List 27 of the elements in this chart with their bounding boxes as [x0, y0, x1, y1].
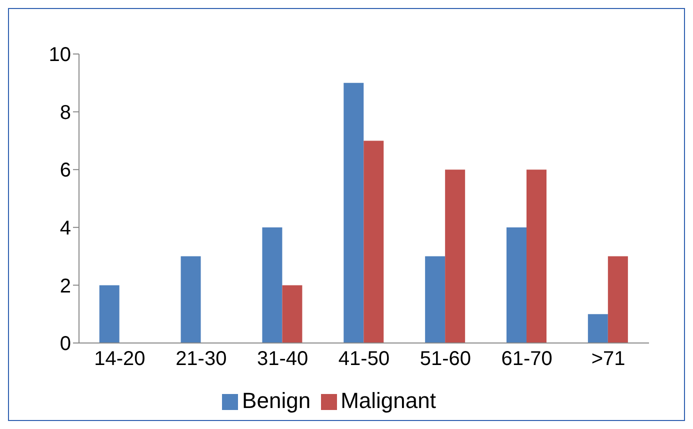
bar: [262, 227, 282, 343]
y-tick-label: 0: [60, 333, 71, 356]
bar: [344, 82, 364, 343]
bar: [608, 256, 628, 343]
bar: [180, 256, 201, 343]
bar: [425, 256, 446, 343]
x-tick-label: >71: [591, 348, 626, 370]
bar: [588, 314, 608, 343]
y-tick-label: 4: [60, 218, 71, 240]
bar: [526, 170, 546, 343]
y-tick-label: 10: [48, 44, 71, 66]
bar: [282, 285, 302, 343]
bar: [506, 227, 526, 343]
x-tick-label: 31-40: [256, 348, 308, 370]
legend-label: Malignant: [340, 388, 436, 413]
bar: [445, 170, 466, 343]
bar: [364, 140, 384, 343]
bar: [99, 285, 120, 343]
y-tick-label: 2: [60, 275, 71, 298]
x-tick-label: 51-60: [420, 348, 472, 370]
x-tick-label: 14-20: [94, 348, 146, 370]
y-tick-label: 8: [60, 102, 71, 124]
legend-label: Benign: [242, 388, 311, 413]
x-tick-label: 21-30: [176, 348, 227, 370]
y-tick-label: 6: [60, 160, 71, 182]
x-tick-label: 41-50: [338, 348, 390, 370]
x-tick-label: 61-70: [501, 348, 552, 370]
